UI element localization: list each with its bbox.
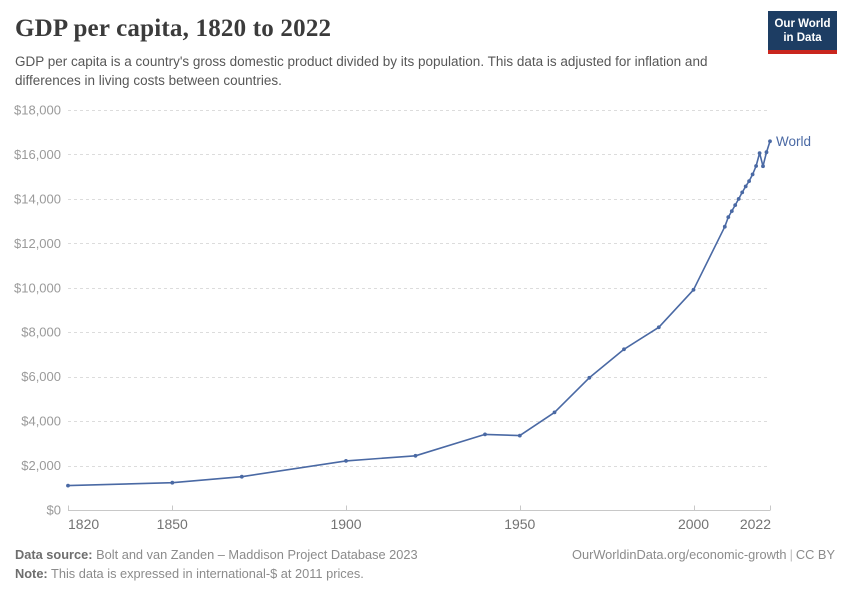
- note-label: Note:: [15, 566, 48, 581]
- data-point: [764, 150, 769, 155]
- data-point: [552, 410, 557, 415]
- data-source-label: Data source:: [15, 547, 93, 562]
- footer-row-source: Data source: Bolt and van Zanden – Maddi…: [15, 545, 835, 564]
- chart-footer: Data source: Bolt and van Zanden – Maddi…: [15, 545, 835, 583]
- data-point: [517, 433, 522, 438]
- data-point: [750, 172, 755, 177]
- license-label: CC BY: [795, 547, 835, 562]
- y-tick-label: $2,000: [21, 458, 61, 473]
- data-point: [733, 203, 738, 208]
- data-point: [757, 151, 762, 156]
- data-point: [743, 184, 748, 189]
- data-point: [483, 432, 487, 437]
- page-title: GDP per capita, 1820 to 2022: [15, 15, 332, 42]
- data-point: [747, 179, 751, 184]
- y-tick-label: $6,000: [21, 369, 61, 384]
- data-point: [66, 483, 70, 488]
- y-tick-label: $4,000: [21, 414, 61, 429]
- data-source-line: Data source: Bolt and van Zanden – Maddi…: [15, 545, 418, 564]
- x-tick-label: 2000: [678, 516, 709, 532]
- data-point: [587, 375, 592, 380]
- owid-logo-line2: in Data: [783, 32, 822, 44]
- y-tick-label: $10,000: [14, 280, 61, 295]
- data-point: [722, 224, 727, 229]
- data-point: [726, 215, 731, 220]
- y-tick-label: $0: [47, 503, 61, 518]
- data-point: [691, 287, 696, 292]
- data-point: [740, 190, 745, 195]
- x-tick-label: 2022: [740, 516, 771, 532]
- footer-row-note: Note: This data is expressed in internat…: [15, 564, 835, 583]
- series-end-label: World: [776, 134, 811, 149]
- x-tick-label: 1900: [330, 516, 361, 532]
- note-line: Note: This data is expressed in internat…: [15, 564, 364, 583]
- x-tick-label: 1820: [68, 516, 99, 532]
- owid-logo: Our World in Data: [768, 11, 837, 54]
- note-text: This data is expressed in international-…: [51, 566, 364, 581]
- y-tick-label: $12,000: [14, 236, 61, 251]
- chart-canvas: $0 $2,000 $4,000 $6,000 $8,000 $10,000 $12,000…: [14, 103, 811, 533]
- page-subtitle: GDP per capita is a country's gross dome…: [15, 54, 708, 89]
- owid-logo-accent-bar: [768, 50, 837, 54]
- data-point: [761, 164, 765, 169]
- data-point: [622, 347, 626, 352]
- data-point: [754, 164, 758, 168]
- y-tick-label: $18,000: [14, 103, 61, 118]
- data-point: [239, 474, 244, 479]
- owid-url: OurWorldinData.org/economic-growth: [572, 547, 787, 562]
- data-point: [656, 325, 661, 330]
- data-point: [736, 197, 741, 201]
- x-tick-label: 1850: [157, 516, 188, 532]
- y-tick-label: $14,000: [14, 191, 61, 206]
- y-tick-label: $16,000: [14, 147, 61, 162]
- data-point: [768, 139, 772, 144]
- series-line-world: [67, 140, 771, 487]
- data-point: [729, 209, 734, 214]
- y-tick-label: $8,000: [21, 325, 61, 340]
- data-point: [344, 459, 348, 463]
- data-source-text: Bolt and van Zanden – Maddison Project D…: [96, 547, 418, 562]
- data-point: [170, 480, 175, 485]
- x-tick-label: 1950: [504, 516, 535, 532]
- footer-divider: |: [789, 547, 793, 562]
- footer-attribution: OurWorldinData.org/economic-growth | CC BY: [572, 545, 835, 564]
- data-point: [413, 453, 418, 458]
- owid-logo-line1: Our World: [774, 18, 831, 30]
- owid-logo-text: Our World in Data: [768, 11, 837, 50]
